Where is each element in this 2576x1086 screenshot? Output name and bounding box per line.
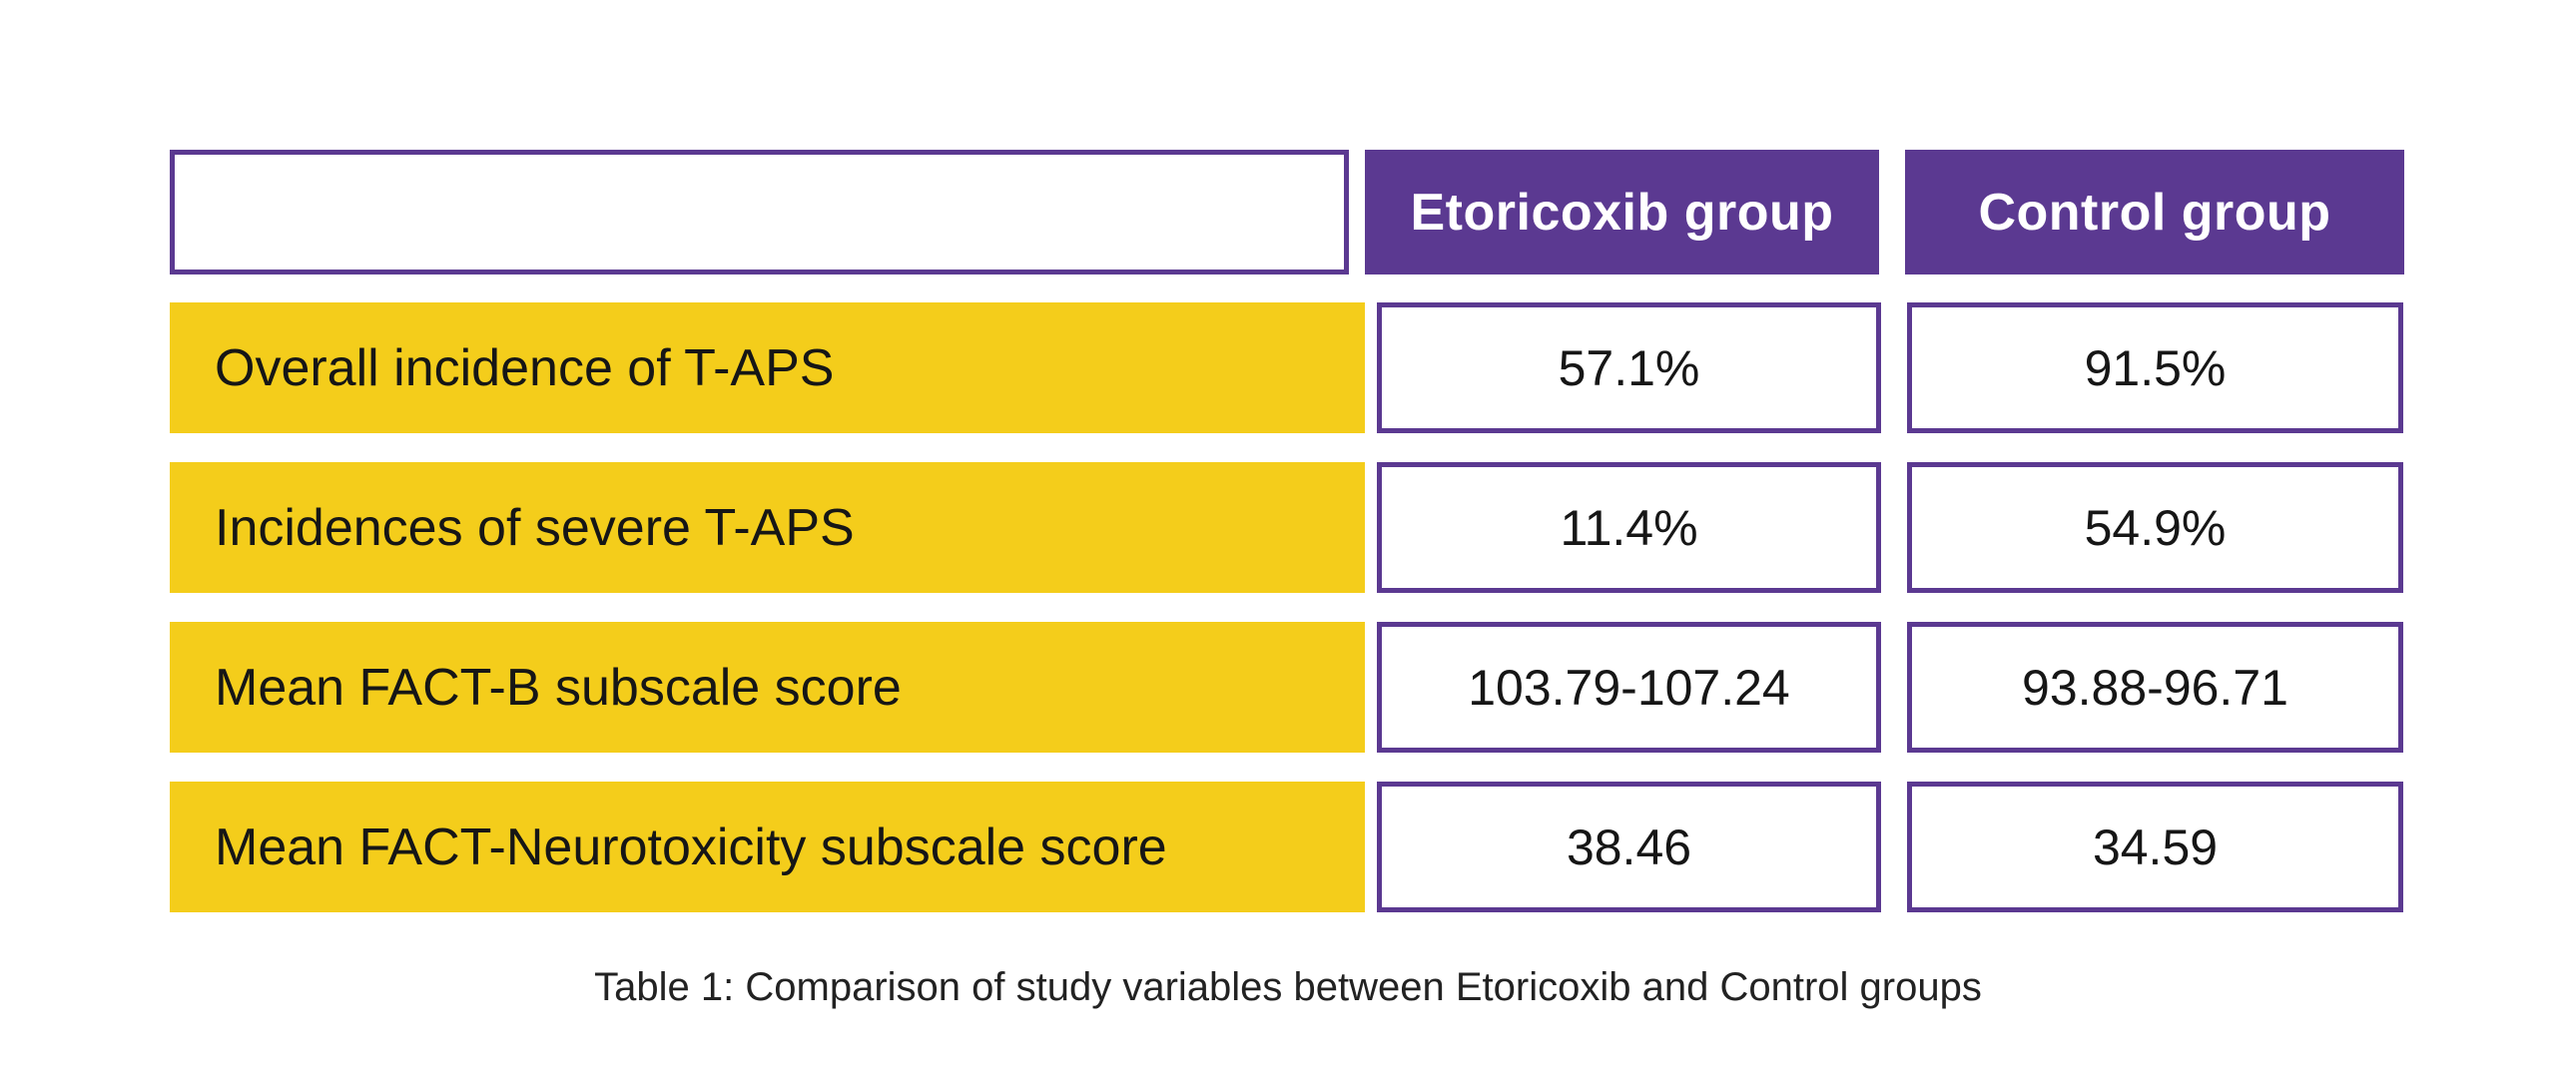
- value-cell-overall-incidence-etoricoxib: 57.1%: [1377, 302, 1881, 433]
- value-cell-severe-incidence-etoricoxib: 11.4%: [1377, 462, 1881, 593]
- value-cell-fact-b-etoricoxib: 103.79-107.24: [1377, 622, 1881, 753]
- row-label-fact-neurotoxicity-score: Mean FACT-Neurotoxicity subscale score: [170, 782, 1365, 912]
- row-label-fact-b-score: Mean FACT-B subscale score: [170, 622, 1365, 753]
- header-cell-etoricoxib-group: Etoricoxib group: [1365, 150, 1879, 274]
- value-cell-overall-incidence-control: 91.5%: [1907, 302, 2403, 433]
- value-cell-severe-incidence-control: 54.9%: [1907, 462, 2403, 593]
- value-cell-fact-neurotoxicity-etoricoxib: 38.46: [1377, 782, 1881, 912]
- header-cell-control-group: Control group: [1905, 150, 2404, 274]
- row-label-severe-incidence: Incidences of severe T-APS: [170, 462, 1365, 593]
- value-cell-fact-neurotoxicity-control: 34.59: [1907, 782, 2403, 912]
- header-cell-empty: [170, 150, 1349, 274]
- value-cell-fact-b-control: 93.88-96.71: [1907, 622, 2403, 753]
- row-label-overall-incidence: Overall incidence of T-APS: [170, 302, 1365, 433]
- table-caption: Table 1: Comparison of study variables b…: [594, 965, 1982, 1009]
